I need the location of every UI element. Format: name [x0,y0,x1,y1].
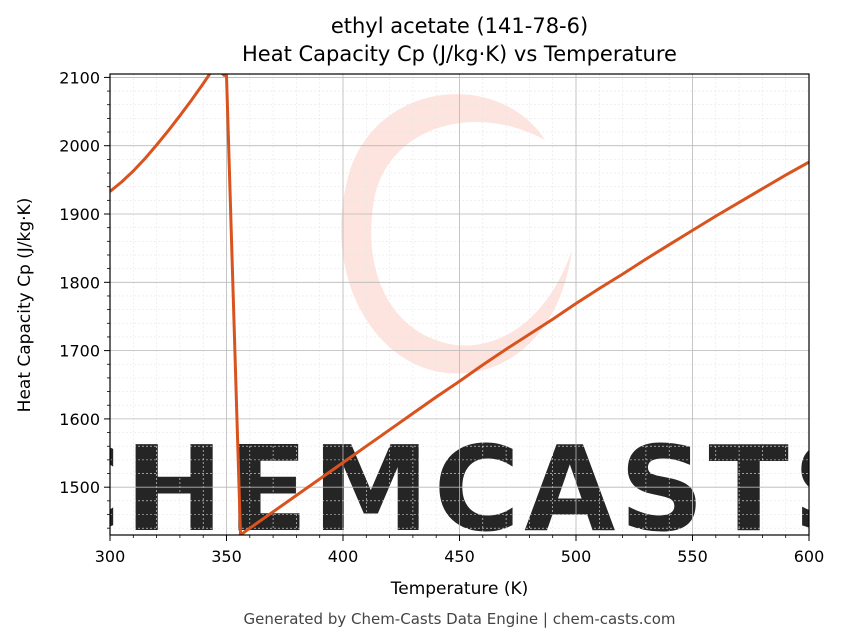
y-axis-label: Heat Capacity Cp (J/kg·K) [15,198,35,413]
chart-title-line2: Heat Capacity Cp (J/kg·K) vs Temperature [242,42,677,66]
watermark-swirl [341,94,572,374]
series-layer [110,74,809,535]
x-tick-label: 500 [561,547,592,566]
y-tick-label: 2000 [59,137,100,156]
y-tick-label: 2100 [59,68,100,87]
y-tick-label: 1900 [59,205,100,224]
watermark: CHEMCASTS [34,94,843,558]
x-tick-label: 450 [444,547,475,566]
x-tick-label: 550 [677,547,708,566]
x-tick-label: 300 [95,547,126,566]
x-tick-label: 350 [211,547,242,566]
y-tick-label: 1500 [59,478,100,497]
y-tick-label: 1600 [59,410,100,429]
x-tick-label: 400 [328,547,359,566]
y-tick-labels: 1500 1600 1700 1800 1900 2000 2100 [59,68,100,497]
y-tick-label: 1700 [59,342,100,361]
series-line [110,74,809,535]
x-axis-label: Temperature (K) [390,579,529,599]
footer-text: Generated by Chem-Casts Data Engine | ch… [243,610,675,628]
axis-ticks [104,76,810,541]
watermark-text: CHEMCASTS [34,420,843,558]
chart-title-line1: ethyl acetate (141-78-6) [331,14,588,38]
x-tick-label: 600 [794,547,825,566]
y-tick-label: 1800 [59,273,100,292]
x-tick-labels: 300 350 400 450 500 550 600 [95,547,825,566]
